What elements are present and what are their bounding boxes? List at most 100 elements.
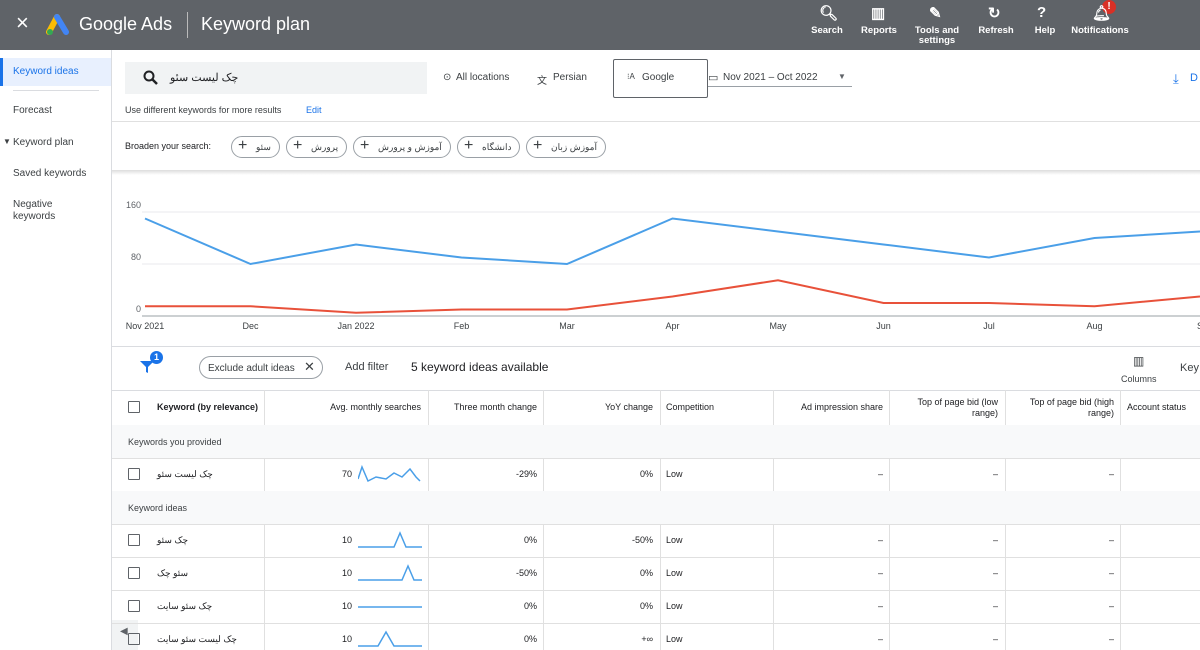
tool-label[interactable]: Reports — [861, 25, 897, 36]
checkbox[interactable] — [128, 633, 140, 645]
column-divider — [660, 458, 661, 491]
trend-chart: 0 80 160 Nov 2021 Dec Jan 2022 Feb Mar Apr May Jun… — [126, 200, 1200, 331]
column-header[interactable]: Competition — [666, 402, 715, 412]
column-header[interactable]: Account status — [1127, 402, 1187, 412]
tool-icon[interactable]: 🔍︎ — [819, 5, 839, 22]
row-line — [112, 590, 1200, 591]
row-line — [112, 524, 1200, 525]
column-divider — [428, 557, 429, 590]
divider — [187, 12, 188, 38]
tool-label[interactable]: Notifications — [1071, 25, 1129, 36]
expand-arrow: ▼ — [3, 137, 11, 146]
date-underline — [708, 86, 852, 87]
scroll-left[interactable] — [112, 620, 138, 650]
column-divider — [889, 458, 890, 491]
cell: چک لیست سئو سایت — [157, 634, 237, 644]
tool-icon[interactable]: ↻ — [988, 5, 1001, 22]
search-icon — [143, 70, 158, 85]
broaden-label: Broaden your search: — [125, 141, 212, 151]
add-filter[interactable]: Add filter — [345, 361, 389, 373]
sparkline — [358, 606, 422, 608]
cell: 0% — [639, 601, 653, 611]
tool-label[interactable]: Help — [1034, 25, 1056, 36]
nav-item[interactable]: Forecast — [13, 105, 52, 116]
close-button[interactable]: × — [16, 10, 29, 35]
cell: – — [1108, 634, 1114, 644]
tool-icon[interactable]: 🔔︎ — [1092, 5, 1112, 22]
remove-filter[interactable]: ✕ — [304, 359, 315, 374]
location-icon: ⊙ — [443, 72, 452, 83]
x-tick-label: S — [1197, 321, 1200, 331]
sparkline-path — [358, 630, 422, 647]
view-label[interactable]: Key — [1180, 362, 1199, 374]
tool-label[interactable]: Search — [811, 25, 843, 36]
network[interactable]: Google — [642, 72, 675, 83]
filter-icon[interactable] — [139, 358, 155, 374]
checkbox[interactable] — [128, 468, 140, 480]
y-tick-label: 80 — [131, 252, 141, 262]
date-range[interactable]: Nov 2021 – Oct 2022 — [723, 72, 818, 83]
tool-label[interactable]: Tools and settings — [914, 25, 960, 46]
location[interactable]: All locations — [456, 72, 510, 83]
column-header[interactable]: Keyword (by relevance) — [157, 402, 259, 412]
tool-icon[interactable]: ? — [1037, 4, 1047, 21]
column-divider — [1005, 524, 1006, 557]
column-divider — [773, 390, 774, 426]
checkbox[interactable] — [128, 600, 140, 612]
columns-label[interactable]: Columns — [1121, 374, 1157, 384]
row-line — [112, 458, 1200, 459]
column-header[interactable]: YoY change — [604, 402, 653, 412]
tool-icon[interactable]: ▥ — [871, 5, 886, 22]
column-header[interactable]: Top of page bid (high range) — [1029, 397, 1114, 418]
checkbox[interactable] — [128, 534, 140, 546]
top-bar: × Google Ads Keyword plan ! — [0, 0, 1200, 50]
y-tick-label: 160 — [126, 200, 141, 210]
column-divider — [773, 458, 774, 491]
cell: 0% — [523, 634, 537, 644]
edit-link[interactable]: Edit — [306, 105, 322, 115]
tool-icon[interactable]: ✎ — [929, 5, 942, 22]
group-row — [112, 491, 1200, 524]
column-divider — [773, 557, 774, 590]
column-header[interactable]: Top of page bid (low range) — [917, 397, 998, 418]
column-divider — [543, 590, 544, 623]
columns-icon[interactable]: ▥ — [1133, 354, 1145, 368]
network-selector[interactable] — [613, 59, 708, 98]
column-divider — [264, 458, 265, 491]
nav-item[interactable]: Keyword ideas — [13, 66, 79, 77]
column-header[interactable]: Three month change — [453, 402, 537, 412]
x-tick-label: Aug — [1086, 321, 1102, 331]
cell: سئو چک — [157, 568, 189, 578]
checkbox[interactable] — [128, 401, 140, 413]
nav-item[interactable]: Negative keywords — [13, 199, 56, 222]
column-divider — [660, 590, 661, 623]
nav-item[interactable]: Saved keywords — [13, 168, 87, 179]
broaden-chip[interactable]: آموزش و پرورش + — [353, 136, 451, 158]
cell: – — [1108, 601, 1114, 611]
header-row-line — [112, 390, 1200, 391]
column-header[interactable]: Ad impression share — [800, 402, 883, 412]
column-header[interactable]: Avg. monthly searches — [330, 402, 421, 412]
tool-label[interactable]: Refresh — [978, 25, 1014, 36]
dropdown-arrow: ▼ — [838, 72, 846, 81]
nav-item[interactable]: Keyword plan — [13, 137, 74, 148]
x-tick-label: Dec — [242, 321, 259, 331]
download[interactable]: D — [1190, 72, 1198, 84]
broaden-chip[interactable]: پرورش + — [286, 136, 348, 158]
column-divider — [1120, 557, 1121, 590]
shadow — [112, 170, 1200, 175]
language[interactable]: Persian — [553, 72, 587, 83]
checkbox[interactable] — [128, 567, 140, 579]
search-query[interactable]: چک لیست سئو — [170, 72, 239, 84]
filter-chip[interactable] — [199, 356, 323, 379]
search-box[interactable] — [125, 62, 427, 94]
broaden-chip[interactable]: سئو + — [231, 136, 280, 158]
x-tick-label: Jan 2022 — [337, 321, 374, 331]
download-icon: ⤓ — [1173, 71, 1179, 86]
x-tick-label: Nov 2021 — [126, 321, 165, 331]
broaden-chip[interactable]: آموزش زبان + — [526, 136, 607, 158]
page-title: Keyword plan — [201, 14, 311, 34]
broaden-chip[interactable]: دانشگاه + — [457, 136, 521, 158]
cell: 0% — [639, 469, 653, 479]
